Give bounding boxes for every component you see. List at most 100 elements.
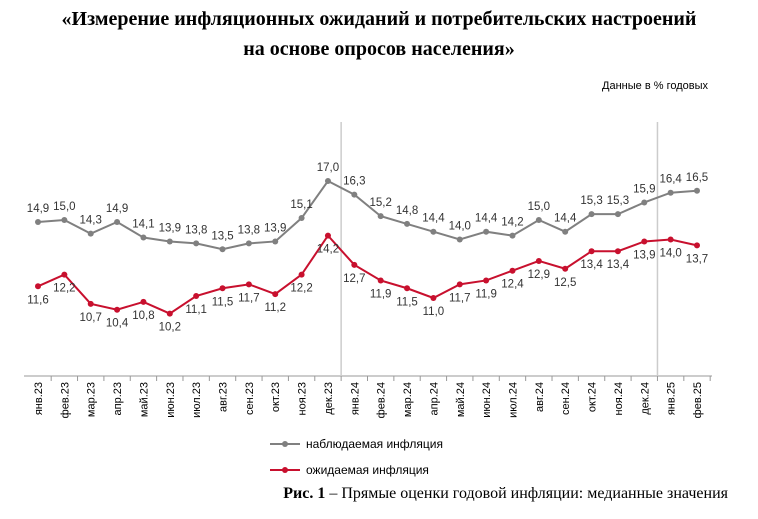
data-label: 16,3 (343, 176, 365, 188)
data-point (245, 240, 252, 247)
data-point (219, 285, 226, 292)
x-tick-label: июн.23 (165, 382, 177, 418)
data-point (272, 238, 279, 245)
data-point (694, 187, 700, 194)
data-point (562, 265, 569, 272)
data-label: 12,2 (290, 283, 312, 295)
data-label: 11,5 (212, 296, 234, 308)
data-label: 12,2 (53, 283, 75, 295)
data-label: 10,8 (132, 310, 154, 322)
data-point (114, 306, 121, 313)
data-point (404, 285, 411, 292)
data-label: 15,1 (290, 199, 312, 211)
data-label: 14,3 (80, 215, 102, 227)
x-tick-label: фев.23 (59, 382, 71, 418)
data-label: 12,4 (501, 279, 524, 291)
line-chart: янв.23 фев.23 мар.23 апр.23 май.23 июн.23 июл.… (24, 122, 712, 477)
data-label: 15,3 (580, 195, 602, 207)
data-point (588, 211, 595, 218)
x-tick-label: июн.24 (481, 382, 493, 418)
data-point (298, 215, 305, 222)
data-label: 15,2 (369, 197, 391, 209)
data-label: 14,4 (475, 213, 498, 225)
data-point (588, 248, 595, 255)
data-point (535, 217, 542, 223)
data-point (193, 293, 200, 300)
legend-label: ожидаемая инфляция (306, 463, 429, 477)
data-label: 13,9 (633, 249, 655, 261)
series-line (37, 233, 698, 315)
legend-label: наблюдаемая инфляция (306, 437, 443, 451)
data-label: 16,4 (659, 174, 682, 186)
data-label: 10,2 (159, 322, 181, 334)
data-point (272, 291, 279, 298)
caption-text: – Прямые оценки годовой инфляции: медиан… (325, 485, 728, 502)
data-label: 11,5 (396, 296, 418, 308)
x-tick-label: мар.23 (86, 382, 98, 417)
x-tick-label: июл.24 (507, 382, 519, 418)
data-label: 15,0 (53, 201, 75, 213)
data-label: 11,2 (264, 302, 286, 314)
data-label: 12,5 (554, 277, 576, 289)
x-tick-label: дек.24 (639, 382, 651, 415)
x-tick-label: июл.23 (191, 382, 203, 418)
data-point (166, 238, 173, 245)
x-tick-label: окт.24 (587, 382, 599, 412)
data-point (483, 228, 490, 235)
data-label: 15,9 (633, 183, 655, 195)
x-tick-label: мар.24 (402, 382, 414, 417)
data-point (324, 178, 331, 184)
data-label: 13,8 (238, 224, 260, 236)
data-point (35, 218, 41, 225)
data-point (298, 271, 305, 278)
data-label: 16,5 (686, 172, 708, 184)
x-tick-label: апр.23 (112, 382, 124, 415)
data-label: 11,0 (423, 306, 445, 318)
data-label: 13,5 (211, 230, 233, 242)
x-tick-label: апр.24 (428, 382, 440, 415)
data-point (166, 310, 173, 317)
data-point (351, 191, 358, 198)
data-label: 14,1 (132, 219, 154, 231)
caption-label: Рис. 1 (283, 485, 326, 502)
data-point (430, 295, 437, 301)
data-point (456, 236, 463, 243)
data-point (114, 218, 121, 225)
data-label: 13,8 (185, 224, 207, 236)
data-label: 13,4 (607, 259, 630, 271)
data-point (456, 281, 463, 288)
data-point (351, 261, 358, 268)
data-label: 10,7 (80, 312, 102, 324)
data-point (324, 232, 331, 239)
data-label: 12,7 (343, 273, 365, 285)
data-label: 11,6 (27, 294, 49, 306)
x-tick-label: окт.23 (270, 382, 282, 412)
data-point (140, 234, 147, 241)
x-tick-label: май.23 (138, 382, 150, 417)
data-point (694, 242, 700, 249)
x-tick-label: дек.23 (323, 382, 335, 415)
x-tick-label: авг.23 (218, 382, 230, 412)
data-point (483, 277, 490, 284)
legend-marker (282, 441, 288, 447)
x-tick-label: фев.25 (692, 382, 704, 418)
data-point (509, 267, 516, 274)
data-label: 11,1 (185, 304, 207, 316)
data-label: 14,9 (106, 203, 128, 215)
data-label: 14,0 (659, 248, 681, 260)
data-point (667, 189, 674, 196)
data-label: 14,0 (449, 221, 471, 233)
data-label: 10,4 (106, 318, 129, 330)
data-point (377, 213, 384, 220)
data-label: 12,9 (528, 269, 550, 281)
data-point (61, 271, 68, 278)
data-label: 14,4 (554, 213, 577, 225)
x-tick-label: фев.24 (376, 382, 388, 418)
x-tick-label: ноя.23 (297, 382, 309, 415)
x-tick-label: авг.24 (534, 382, 546, 412)
series-line (37, 179, 698, 251)
x-tick-label: сен.24 (560, 382, 572, 415)
caption: Рис. 1 – Прямые оценки годовой инфляции:… (283, 485, 728, 503)
data-label: 14,2 (501, 217, 523, 229)
